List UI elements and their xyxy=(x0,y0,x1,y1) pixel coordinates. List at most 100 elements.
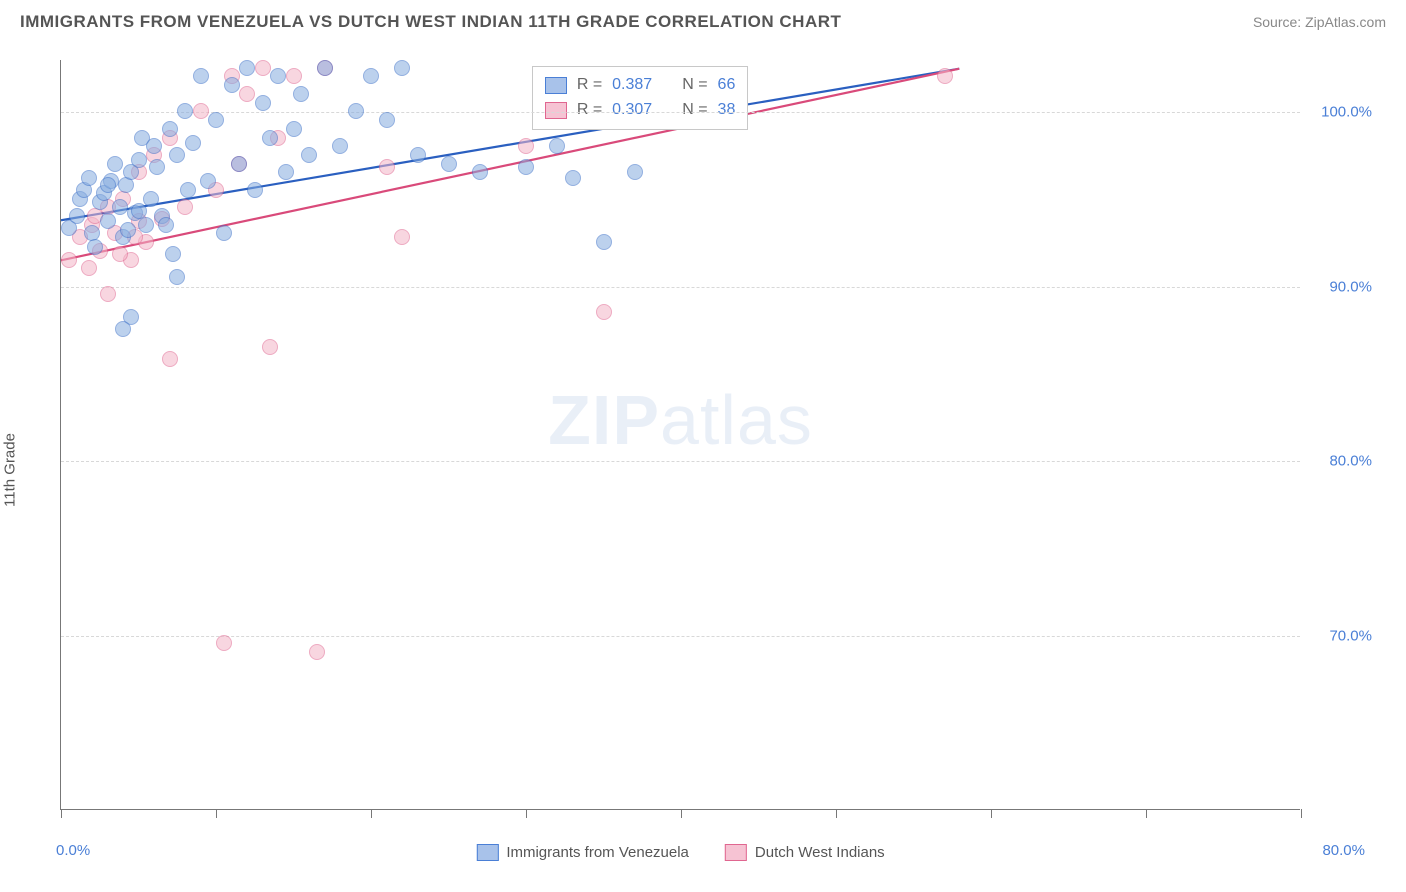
trend-line xyxy=(61,69,959,261)
legend-n-label: N = xyxy=(682,73,707,98)
x-tick xyxy=(681,809,682,818)
scatter-point xyxy=(185,135,201,151)
scatter-point xyxy=(317,60,333,76)
stats-legend-row: R = 0.307N = 38 xyxy=(545,98,736,123)
scatter-point xyxy=(216,225,232,241)
scatter-point xyxy=(565,170,581,186)
trend-lines-svg xyxy=(61,60,1300,809)
legend-swatch xyxy=(725,844,747,861)
chart-header: IMMIGRANTS FROM VENEZUELA VS DUTCH WEST … xyxy=(0,0,1406,40)
x-tick xyxy=(216,809,217,818)
x-tick xyxy=(1146,809,1147,818)
scatter-point xyxy=(255,60,271,76)
scatter-point xyxy=(216,635,232,651)
scatter-point xyxy=(107,156,123,172)
scatter-point xyxy=(208,112,224,128)
scatter-point xyxy=(180,182,196,198)
chart-container: 11th Grade ZIPatlas R = 0.387N = 66R = 0… xyxy=(50,50,1390,890)
scatter-point xyxy=(549,138,565,154)
legend-swatch xyxy=(545,102,567,119)
scatter-point xyxy=(348,103,364,119)
scatter-point xyxy=(278,164,294,180)
scatter-point xyxy=(149,159,165,175)
scatter-point xyxy=(165,246,181,262)
scatter-point xyxy=(293,86,309,102)
x-tick xyxy=(371,809,372,818)
y-tick-label: 70.0% xyxy=(1329,627,1372,644)
scatter-point xyxy=(301,147,317,163)
scatter-point xyxy=(131,203,147,219)
bottom-legend: Immigrants from Venezuela Dutch West Indi… xyxy=(476,844,884,861)
scatter-point xyxy=(379,112,395,128)
chart-title: IMMIGRANTS FROM VENEZUELA VS DUTCH WEST … xyxy=(20,12,841,32)
plot-area: ZIPatlas R = 0.387N = 66R = 0.307N = 38 … xyxy=(60,60,1300,810)
scatter-point xyxy=(262,339,278,355)
scatter-point xyxy=(596,304,612,320)
y-tick-label: 90.0% xyxy=(1329,278,1372,295)
gridline-h xyxy=(61,461,1300,462)
scatter-point xyxy=(394,229,410,245)
x-tick-label-min: 0.0% xyxy=(56,842,90,859)
legend-swatch xyxy=(476,844,498,861)
scatter-point xyxy=(69,208,85,224)
scatter-point xyxy=(596,234,612,250)
bottom-legend-item: Dutch West Indians xyxy=(725,844,885,861)
scatter-point xyxy=(255,95,271,111)
bottom-legend-item: Immigrants from Venezuela xyxy=(476,844,689,861)
scatter-point xyxy=(363,68,379,84)
scatter-point xyxy=(394,60,410,76)
scatter-point xyxy=(410,147,426,163)
scatter-point xyxy=(131,152,147,168)
scatter-point xyxy=(138,217,154,233)
watermark: ZIPatlas xyxy=(548,380,813,460)
watermark-light: atlas xyxy=(660,381,813,459)
gridline-h xyxy=(61,112,1300,113)
scatter-point xyxy=(112,246,128,262)
legend-r-label: R = xyxy=(577,98,602,123)
scatter-point xyxy=(239,86,255,102)
scatter-point xyxy=(286,121,302,137)
scatter-point xyxy=(162,351,178,367)
scatter-point xyxy=(309,644,325,660)
scatter-point xyxy=(177,103,193,119)
legend-r-value: 0.307 xyxy=(612,98,652,123)
legend-swatch xyxy=(545,77,567,94)
scatter-point xyxy=(193,103,209,119)
x-tick xyxy=(836,809,837,818)
x-tick xyxy=(526,809,527,818)
stats-legend: R = 0.387N = 66R = 0.307N = 38 xyxy=(532,66,749,130)
source-attribution: Source: ZipAtlas.com xyxy=(1253,14,1386,30)
scatter-point xyxy=(332,138,348,154)
scatter-point xyxy=(518,159,534,175)
scatter-point xyxy=(81,260,97,276)
scatter-point xyxy=(193,68,209,84)
scatter-point xyxy=(247,182,263,198)
legend-n-value: 66 xyxy=(718,73,736,98)
source-label: Source: xyxy=(1253,14,1305,30)
scatter-point xyxy=(627,164,643,180)
scatter-point xyxy=(200,173,216,189)
watermark-bold: ZIP xyxy=(548,381,660,459)
scatter-point xyxy=(177,199,193,215)
scatter-point xyxy=(100,177,116,193)
scatter-point xyxy=(169,269,185,285)
scatter-point xyxy=(100,213,116,229)
scatter-point xyxy=(262,130,278,146)
legend-series-label: Immigrants from Venezuela xyxy=(506,844,689,861)
gridline-h xyxy=(61,287,1300,288)
scatter-point xyxy=(937,68,953,84)
x-tick xyxy=(61,809,62,818)
source-name: ZipAtlas.com xyxy=(1305,14,1386,30)
legend-r-label: R = xyxy=(577,73,602,98)
scatter-point xyxy=(379,159,395,175)
x-tick xyxy=(1301,809,1302,818)
x-tick xyxy=(991,809,992,818)
scatter-point xyxy=(472,164,488,180)
y-tick-label: 80.0% xyxy=(1329,453,1372,470)
y-tick-label: 100.0% xyxy=(1321,104,1372,121)
scatter-point xyxy=(100,286,116,302)
legend-n-value: 38 xyxy=(718,98,736,123)
scatter-point xyxy=(158,217,174,233)
x-tick-label-max: 80.0% xyxy=(1322,842,1365,859)
scatter-point xyxy=(115,321,131,337)
